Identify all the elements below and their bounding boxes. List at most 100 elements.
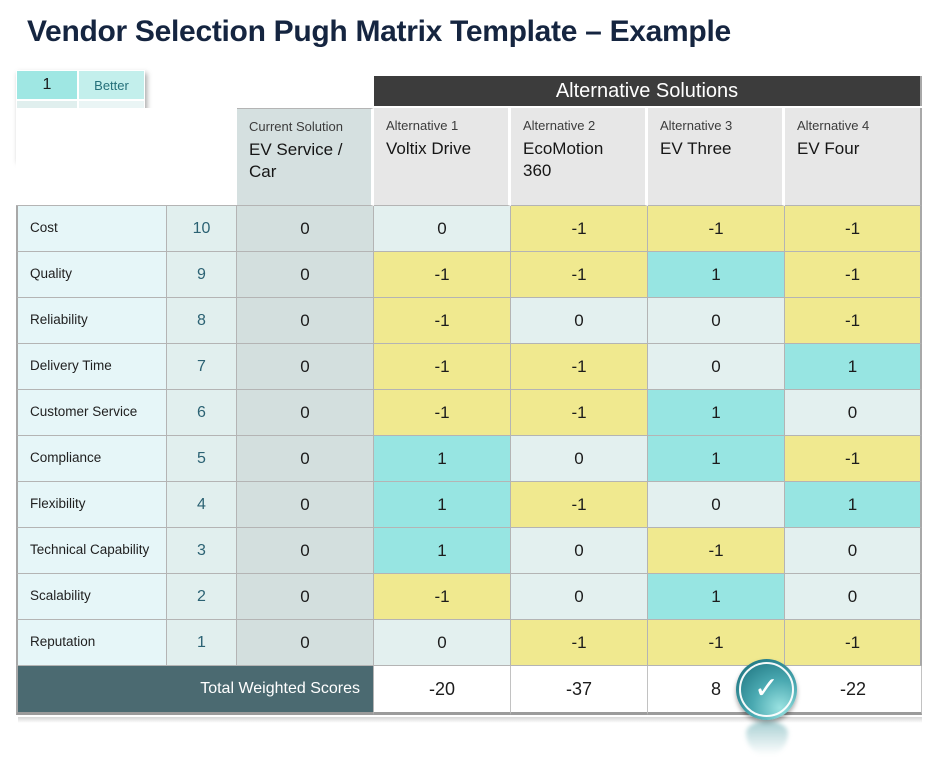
score-cell: 0 (648, 482, 785, 528)
score-cell: 0 (785, 574, 922, 620)
score-cell: 1 (785, 344, 922, 390)
legend-value-better: 1 (16, 70, 78, 100)
score-cell: -1 (511, 390, 648, 436)
score-cell: 1 (374, 528, 511, 574)
total-score-value: -37 (511, 666, 648, 715)
column-type-label: Alternative 4 (797, 118, 870, 133)
score-cell: -1 (511, 206, 648, 252)
score-cell: 0 (511, 436, 648, 482)
score-cell: 0 (237, 344, 374, 390)
score-cell: 0 (237, 206, 374, 252)
total-score-value: -22 (785, 666, 922, 715)
legend-label-better: Better (78, 70, 145, 100)
legend-row-better: 1 Better (16, 70, 145, 100)
weight-cell: 4 (167, 482, 237, 528)
score-cell: 1 (374, 436, 511, 482)
criterion-cell: Cost (16, 206, 167, 252)
check-icon: ✓ (753, 671, 780, 706)
column-header-current-solution: Current Solution EV Service / Car (237, 108, 374, 206)
column-name: EcoMotion 360 (523, 139, 604, 181)
score-cell: 0 (648, 344, 785, 390)
column-name: EV Service / Car (249, 140, 343, 182)
score-cell: 0 (785, 528, 922, 574)
column-header-alternative-2: Alternative 2 EcoMotion 360 (511, 108, 648, 206)
weight-cell: 2 (167, 574, 237, 620)
score-cell: -1 (374, 298, 511, 344)
score-cell: -1 (511, 344, 648, 390)
score-cell: -1 (511, 482, 648, 528)
weight-cell: 8 (167, 298, 237, 344)
header-blank-weight (167, 108, 237, 206)
score-cell: -1 (374, 344, 511, 390)
column-header-alternative-3: Alternative 3 EV Three (648, 108, 785, 206)
score-cell: 1 (648, 252, 785, 298)
column-header-alternative-1: Alternative 1 Voltix Drive (374, 108, 511, 206)
pugh-matrix-table: Current Solution EV Service / Car Altern… (16, 108, 922, 715)
weight-cell: 5 (167, 436, 237, 482)
score-cell: 0 (237, 528, 374, 574)
column-type-label: Alternative 1 (386, 118, 459, 133)
score-cell: -1 (374, 574, 511, 620)
score-cell: 0 (511, 298, 648, 344)
score-cell: -1 (648, 206, 785, 252)
score-cell: 1 (374, 482, 511, 528)
score-cell: 0 (237, 390, 374, 436)
score-cell: 0 (374, 620, 511, 666)
criterion-cell: Compliance (16, 436, 167, 482)
criterion-cell: Quality (16, 252, 167, 298)
score-cell: -1 (648, 620, 785, 666)
criterion-cell: Flexibility (16, 482, 167, 528)
total-weighted-scores-label: Total Weighted Scores (16, 666, 374, 715)
score-cell: 0 (511, 574, 648, 620)
score-cell: 0 (237, 436, 374, 482)
badge-reflection (746, 721, 788, 755)
score-cell: 0 (511, 528, 648, 574)
score-cell: -1 (511, 620, 648, 666)
weight-cell: 3 (167, 528, 237, 574)
winner-check-badge: ✓ (736, 659, 797, 720)
score-cell: 1 (648, 436, 785, 482)
weight-cell: 1 (167, 620, 237, 666)
page-title: Vendor Selection Pugh Matrix Template – … (27, 15, 731, 48)
score-cell: 0 (237, 298, 374, 344)
weight-cell: 10 (167, 206, 237, 252)
column-type-label: Current Solution (249, 119, 343, 134)
score-cell: -1 (785, 436, 922, 482)
score-cell: -1 (785, 620, 922, 666)
score-cell: -1 (785, 298, 922, 344)
column-type-label: Alternative 3 (660, 118, 733, 133)
score-cell: 0 (237, 574, 374, 620)
score-cell: -1 (648, 528, 785, 574)
score-cell: 0 (237, 252, 374, 298)
criterion-cell: Reputation (16, 620, 167, 666)
score-cell: 0 (374, 206, 511, 252)
score-cell: 1 (648, 574, 785, 620)
score-cell: -1 (374, 252, 511, 298)
table-drop-shadow (18, 717, 922, 723)
column-name: EV Three (660, 139, 732, 158)
header-blank-criteria (16, 108, 167, 206)
score-cell: 1 (648, 390, 785, 436)
score-cell: -1 (785, 252, 922, 298)
column-name: Voltix Drive (386, 139, 472, 158)
score-cell: 1 (785, 482, 922, 528)
score-cell: 0 (785, 390, 922, 436)
score-cell: 0 (648, 298, 785, 344)
score-cell: -1 (511, 252, 648, 298)
score-cell: 0 (237, 620, 374, 666)
column-type-label: Alternative 2 (523, 118, 596, 133)
alternative-solutions-banner: Alternative Solutions (374, 76, 922, 106)
column-header-alternative-4: Alternative 4 EV Four (785, 108, 922, 206)
score-cell: -1 (374, 390, 511, 436)
weight-cell: 6 (167, 390, 237, 436)
weight-cell: 7 (167, 344, 237, 390)
criterion-cell: Customer Service (16, 390, 167, 436)
weight-cell: 9 (167, 252, 237, 298)
criterion-cell: Scalability (16, 574, 167, 620)
total-score-value: -20 (374, 666, 511, 715)
criterion-cell: Delivery Time (16, 344, 167, 390)
criterion-cell: Technical Capability (16, 528, 167, 574)
score-cell: -1 (785, 206, 922, 252)
criterion-cell: Reliability (16, 298, 167, 344)
score-cell: 0 (237, 482, 374, 528)
